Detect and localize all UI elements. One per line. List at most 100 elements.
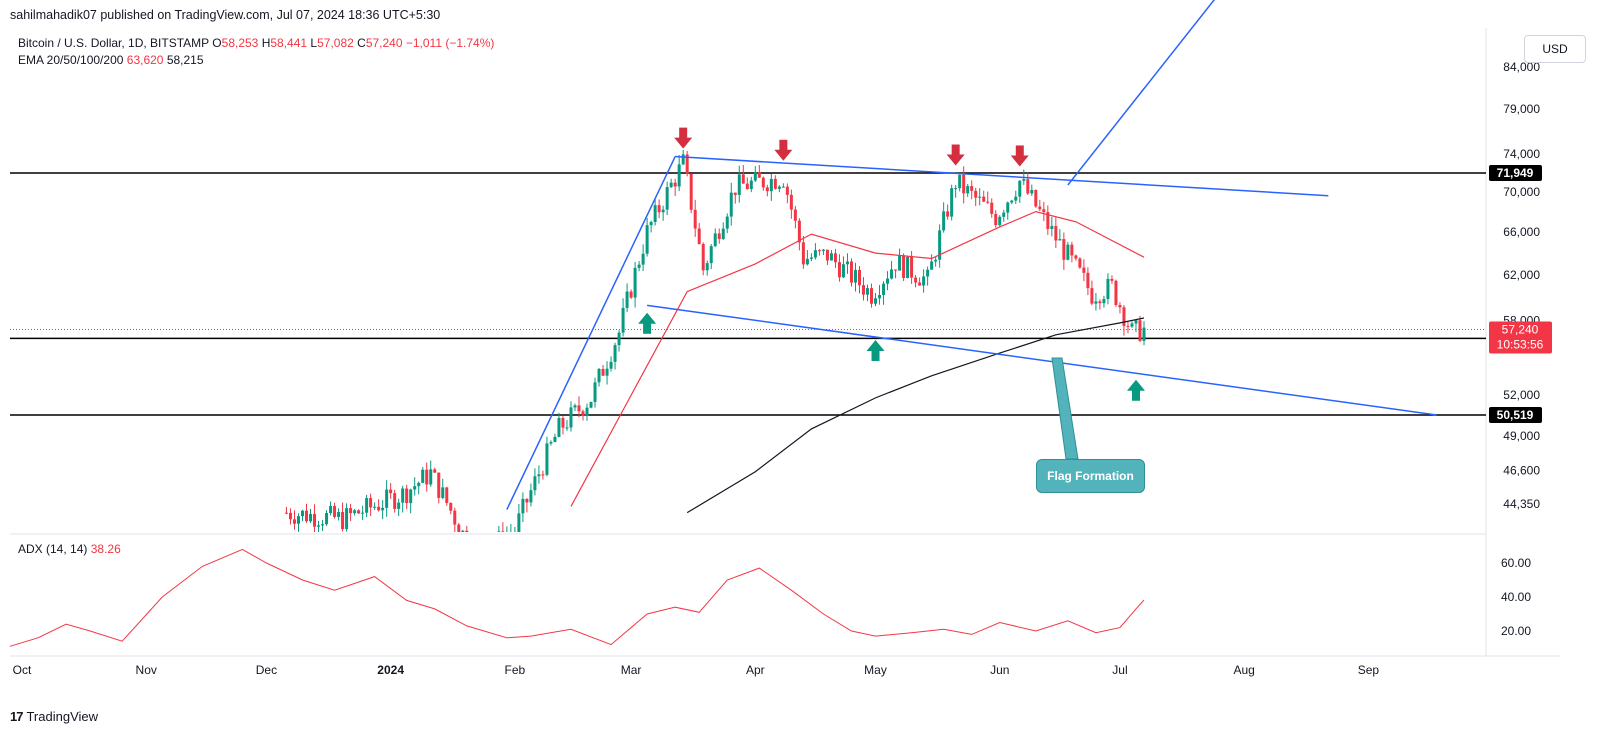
- candle-body: [1118, 304, 1122, 308]
- candle-body: [657, 205, 661, 213]
- adx-line: [9, 548, 1145, 647]
- candle-body: [693, 209, 697, 229]
- candle: [998, 215, 1002, 227]
- candle-body: [417, 482, 421, 487]
- candle-body: [1078, 258, 1082, 268]
- candle-body: [1074, 255, 1078, 259]
- candle-body: [593, 382, 597, 402]
- candle-body: [349, 508, 353, 514]
- candle: [821, 248, 825, 255]
- candle: [397, 498, 401, 516]
- candle: [1134, 319, 1138, 333]
- y-tick-label: 70,000: [1503, 185, 1540, 199]
- ema-black-line: [686, 317, 1145, 514]
- candle: [1094, 293, 1098, 311]
- candle: [517, 504, 521, 532]
- candle-body: [457, 524, 461, 532]
- candle: [974, 187, 978, 207]
- candle: [413, 477, 417, 496]
- candle: [725, 213, 729, 234]
- candle: [305, 503, 309, 523]
- resistance-arrow-icon: [946, 144, 965, 166]
- candle: [729, 182, 733, 226]
- candle-body: [882, 283, 886, 295]
- candle-body: [533, 476, 537, 491]
- candle-body: [621, 307, 625, 333]
- candle: [1066, 241, 1070, 261]
- candle: [1138, 315, 1142, 343]
- x-tick-label: Feb: [505, 663, 526, 677]
- candle-body: [849, 261, 853, 283]
- candle-body: [333, 506, 337, 517]
- candle-body: [946, 211, 950, 217]
- candle: [649, 220, 653, 233]
- candle: [1126, 321, 1130, 334]
- candle: [569, 401, 573, 432]
- y-tick-label: 44,350: [1503, 497, 1540, 511]
- candle-body: [377, 506, 381, 511]
- candle: [589, 401, 593, 409]
- candle: [705, 260, 709, 276]
- arrow-shaft: [679, 127, 688, 139]
- candle-body: [437, 472, 441, 498]
- candle-body: [1090, 288, 1094, 304]
- candle-body: [613, 345, 617, 362]
- candle-body: [801, 242, 805, 265]
- arrow-head: [774, 149, 793, 161]
- candle-body: [1058, 239, 1062, 241]
- candle: [565, 419, 569, 431]
- candle: [1130, 321, 1134, 329]
- candle: [801, 236, 805, 269]
- candle-body: [529, 490, 533, 503]
- candle: [709, 243, 713, 270]
- candle: [1058, 229, 1062, 241]
- candle: [457, 522, 461, 532]
- candle-body: [397, 502, 401, 509]
- candle-body: [541, 474, 545, 476]
- candle: [878, 285, 882, 305]
- level-price-label-bg: [1489, 165, 1542, 181]
- x-tick-label: Dec: [256, 663, 277, 677]
- candle: [1038, 199, 1042, 212]
- currency-button[interactable]: USD: [1524, 35, 1586, 63]
- y-tick-label: 79,000: [1503, 102, 1540, 116]
- candle: [1026, 172, 1030, 195]
- candle: [986, 191, 990, 204]
- candle-body: [1094, 301, 1098, 304]
- candle: [886, 271, 890, 291]
- candle-body: [389, 489, 393, 494]
- candle: [341, 502, 345, 532]
- candle-body: [677, 164, 681, 187]
- trendline: [506, 156, 676, 510]
- candle: [377, 499, 381, 512]
- candle-body: [609, 361, 613, 369]
- ema-value-2: 58,215: [166, 53, 204, 67]
- candle-body: [709, 246, 713, 264]
- candle-body: [954, 188, 958, 190]
- candle: [942, 202, 946, 233]
- adx-label: ADX (14, 14): [18, 542, 88, 556]
- candle: [1090, 280, 1094, 306]
- candle: [605, 361, 609, 385]
- candle-body: [749, 180, 753, 190]
- candle: [597, 367, 601, 387]
- candle: [926, 266, 930, 286]
- candle-body: [890, 269, 894, 279]
- candle: [677, 154, 681, 192]
- candle-body: [1062, 239, 1066, 260]
- candle-body: [958, 174, 962, 189]
- candle-body: [886, 278, 890, 284]
- y-tick-label: 62,000: [1503, 268, 1540, 282]
- candle-body: [425, 469, 429, 485]
- candle: [954, 184, 958, 198]
- low-label: L: [310, 36, 318, 50]
- candle: [970, 180, 974, 200]
- candle-body: [733, 192, 737, 195]
- candle-body: [313, 513, 317, 527]
- candle: [1106, 273, 1110, 305]
- candle-body: [385, 489, 389, 508]
- candle-body: [942, 211, 946, 231]
- candle-body: [685, 154, 689, 174]
- candle-body: [797, 220, 801, 243]
